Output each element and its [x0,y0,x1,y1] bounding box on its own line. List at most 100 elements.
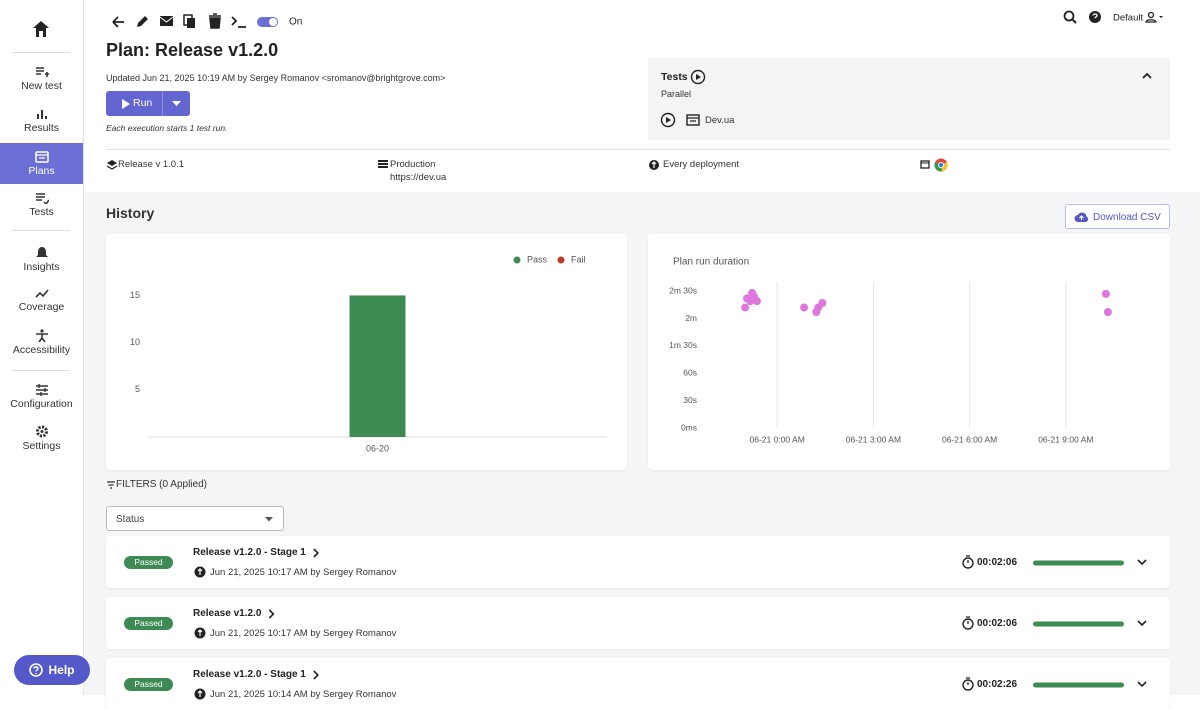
y-tick-label: 10 [130,337,140,347]
divider [12,52,70,53]
run-row[interactable]: Passed Release v1.2.0 - Stage 1 Jun 21, 20… [106,658,1170,710]
bar-chart: 5 10 15 06-20 Pass Fail [130,254,607,453]
delete-icon[interactable] [209,13,221,29]
collapse-icon[interactable] [1141,71,1153,81]
edit-icon[interactable] [137,16,148,27]
nav-item[interactable]: Results [0,108,83,142]
icon-part [172,101,181,106]
icon-part [690,69,706,85]
nav-label: Results [23,122,59,134]
point [741,303,750,312]
run-icons [194,609,1147,639]
divider [106,149,1170,150]
run-button[interactable]: Run [106,91,190,116]
nav-label: Coverage [18,301,65,313]
icon-part [35,425,48,438]
timer-icon [962,618,974,630]
nav-label: Plans [28,165,55,177]
toolbar: On [112,13,302,29]
icon-part [29,663,44,677]
filters-label[interactable]: FILTERS (0 Applied) [116,479,207,490]
environment-url: https://dev.ua [390,172,447,183]
nav-item[interactable]: Plans [0,143,83,184]
tests-environment[interactable]: Dev.ua [705,115,735,126]
icon-part [106,165,118,170]
icon-part [159,16,174,23]
run-icons [194,670,1147,700]
help-icon[interactable] [1089,11,1101,23]
legend-marker [513,256,521,264]
copy-icon[interactable] [183,14,195,28]
user-icon[interactable] [1145,11,1163,23]
tests-title: Tests [661,71,688,83]
trigger-arrow [197,568,203,575]
y-tick-label: 5 [135,384,140,394]
icon-part [35,247,48,258]
icon-part [122,99,130,109]
icon-part [35,193,49,204]
icon-part [690,69,706,85]
run-label: Run [133,97,153,109]
point [750,292,759,301]
icon-part [378,160,388,168]
icon-part [649,160,659,170]
timer-hand [966,616,970,624]
point [1103,308,1112,317]
divider [12,370,70,371]
browser-icons [920,158,948,172]
icon-part [40,430,43,433]
timer-hand [966,555,970,563]
icon-part [1063,10,1075,22]
home-icon[interactable] [32,20,50,38]
icon-part [33,666,40,672]
mail-icon[interactable] [159,16,174,26]
chart-title: Plan run duration [673,257,749,268]
user-label[interactable]: Default [1113,13,1143,24]
point [800,303,809,312]
status-select[interactable]: Status [106,506,284,531]
nav-item[interactable]: Coverage [0,287,83,321]
icon-part [666,117,671,123]
icon-part [106,160,118,170]
terminal-icon[interactable] [231,16,246,28]
status-badge: Passed [124,617,173,630]
run-row[interactable]: Passed Release v1.2.0 - Stage 1 Jun 21, 20… [106,536,1170,588]
icon-part [35,384,48,396]
legend-marker [557,256,565,264]
icon-part [36,110,47,119]
run-duration: 00:02:06 [977,618,1018,629]
nav-label: Configuration [10,398,73,410]
icon-part [35,333,48,342]
nav-label: Tests [29,206,54,218]
open-icon [313,670,319,680]
nav-item[interactable]: Tests [0,192,83,226]
nav-item[interactable]: Accessibility [0,329,83,363]
back-icon[interactable] [112,16,124,28]
nav-item[interactable]: New test [0,66,83,100]
nav-item[interactable]: Insights [0,246,83,280]
tests-panel: Tests Parallel Dev.ua [648,58,1170,140]
help-button[interactable]: Help [14,655,90,685]
trigger-arrow [197,629,203,636]
icon-part [187,18,195,28]
release: Release v 1.0.1 [118,159,185,170]
toggle[interactable] [257,17,278,27]
icon-part [265,517,273,522]
icon-part [920,160,930,169]
icon-part [35,672,38,675]
icon-part [660,112,700,128]
search-icon[interactable] [1063,10,1077,24]
timer-icon [962,679,974,691]
icon-part [34,289,49,298]
icon-part [687,117,699,122]
run-row[interactable]: Passed Release v1.2.0 Jun 21, 2025 10:17 A… [106,597,1170,649]
nav-item[interactable]: Configuration [0,383,83,417]
icon-part [686,114,700,126]
download-button[interactable]: Download CSV [1065,204,1170,229]
icon-part [107,481,115,489]
nav-label: Settings [22,440,61,452]
nav-item[interactable]: Settings [0,425,83,459]
divider [12,230,70,231]
icon-part [938,162,944,168]
run-note: Each execution starts 1 test run. [106,123,228,133]
